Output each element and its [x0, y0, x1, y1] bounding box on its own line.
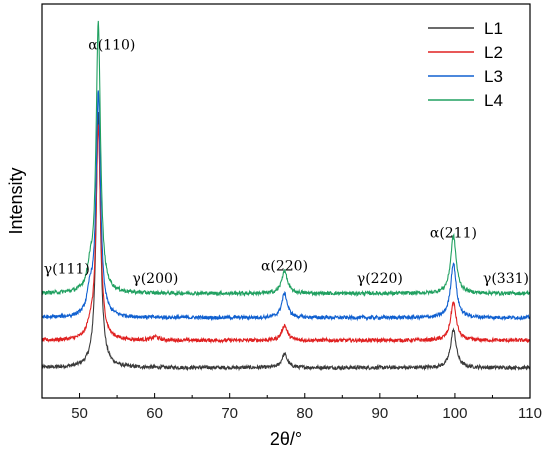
x-tick-label: 100	[442, 405, 467, 422]
annotation-layer: α(110) γ(111) γ(200) α(220) γ(220) α(211) γ(33…	[44, 37, 529, 286]
x-tick-label: 110	[518, 405, 542, 422]
peak-annotation: γ(111)	[44, 262, 90, 278]
peak-annotation: γ(200)	[132, 271, 178, 287]
peak-annotation: γ(331)	[483, 271, 529, 287]
legend-label-l2: L2	[484, 43, 503, 62]
x-tick-label: 90	[372, 405, 389, 422]
legend-label-l3: L3	[484, 67, 503, 86]
peak-annotation: α(220)	[261, 259, 308, 275]
x-tick-label: 60	[146, 405, 163, 422]
peak-annotation: γ(220)	[357, 271, 403, 287]
series-line-l4	[41, 20, 531, 298]
plot-frame	[41, 3, 531, 399]
series-line-l2	[41, 124, 531, 345]
series-line-l3	[41, 90, 531, 322]
series-line-l1	[41, 111, 531, 372]
x-tick-label: 70	[221, 405, 238, 422]
series-layer	[41, 20, 531, 372]
x-tick-layer: 50 60 70 80 90 100 110	[71, 393, 542, 422]
x-tick-label: 50	[71, 405, 88, 422]
legend-label-l4: L4	[484, 91, 503, 110]
peak-annotation: α(110)	[88, 37, 135, 53]
x-tick-label: 80	[296, 405, 313, 422]
x-axis-title: 2θ/°	[270, 429, 302, 449]
legend-label-l1: L1	[484, 19, 503, 38]
peak-annotation: α(211)	[430, 225, 477, 241]
y-axis-title: Intensity	[6, 167, 26, 234]
legend: L1 L2 L3 L4	[428, 19, 503, 110]
